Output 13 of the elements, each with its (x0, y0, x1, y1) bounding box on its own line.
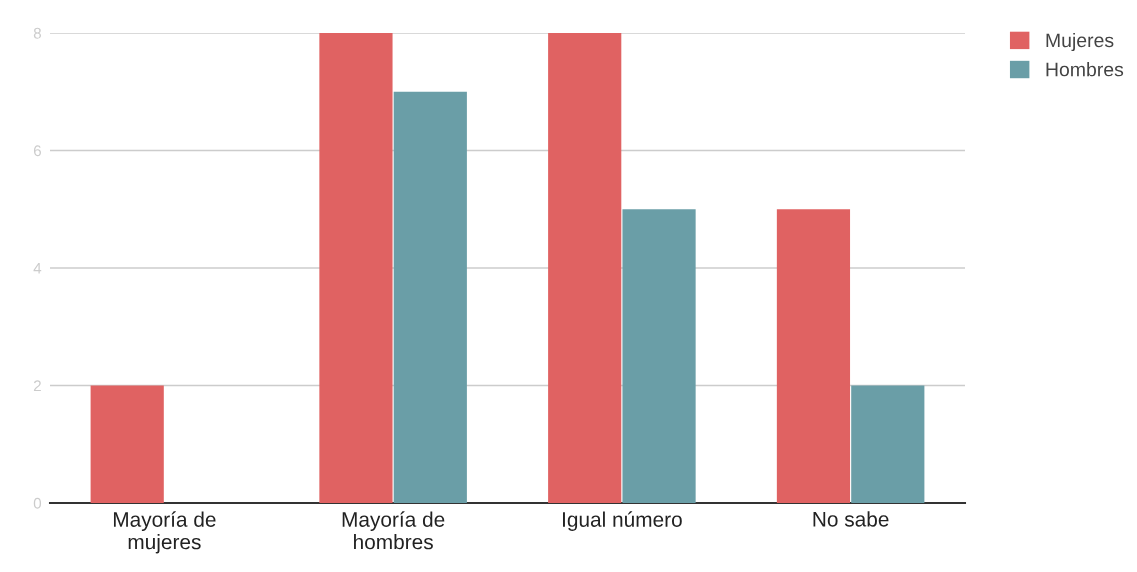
legend-label: Mujeres (1046, 32, 1114, 52)
bar (622, 209, 696, 503)
x-tick-label: Mayoría de mujeres (113, 511, 216, 554)
bar (90, 385, 164, 503)
x-tick-label: Mayoría de hombres (342, 511, 445, 550)
bar (319, 33, 393, 503)
bar (548, 33, 622, 503)
bar (393, 91, 467, 503)
legend-label: Hombres (1046, 62, 1124, 77)
x-tick-label: No sabe (813, 511, 889, 527)
x-tick-label: Igual número (563, 511, 682, 531)
bar (776, 209, 851, 503)
bar (851, 385, 925, 503)
